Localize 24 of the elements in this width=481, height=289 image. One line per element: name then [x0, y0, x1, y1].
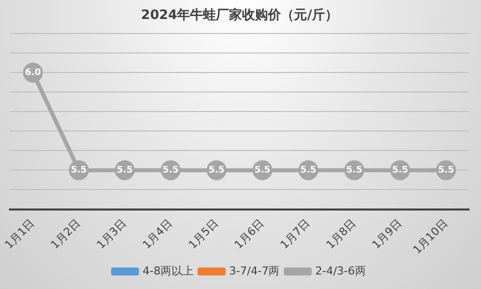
x-tick-label: 1月2日 [48, 216, 83, 252]
x-tick-label: 1月5日 [186, 216, 221, 252]
data-label: 5.5 [116, 166, 133, 176]
x-tick-label: 1月4日 [140, 216, 175, 252]
data-label: 5.5 [438, 166, 454, 176]
legend-label: 4-8两以上 [142, 264, 194, 278]
x-tick-label: 1月9日 [370, 216, 404, 252]
x-tick-label: 1月7日 [278, 216, 312, 252]
data-label: 5.5 [300, 166, 316, 176]
legend-label: 3-7/4-7两 [229, 264, 280, 278]
x-tick-label: 1月10日 [410, 216, 450, 256]
x-tick-label: 1月6日 [232, 216, 267, 252]
data-label: 5.5 [254, 166, 270, 176]
data-label: 5.5 [70, 166, 87, 176]
data-label: 6.0 [24, 68, 41, 78]
data-label: 5.5 [346, 166, 362, 176]
data-label: 5.5 [208, 166, 225, 176]
legend-label: 2-4/3-6两 [315, 264, 366, 278]
x-tick-label: 1月8日 [324, 216, 358, 252]
data-label: 5.5 [392, 166, 408, 176]
x-tick-label: 1月3日 [94, 216, 129, 252]
chart-title: 2024年牛蛙厂家收购价（元/斤） [141, 7, 338, 24]
x-tick-label: 1月1日 [2, 216, 38, 252]
data-label: 5.5 [162, 166, 179, 176]
